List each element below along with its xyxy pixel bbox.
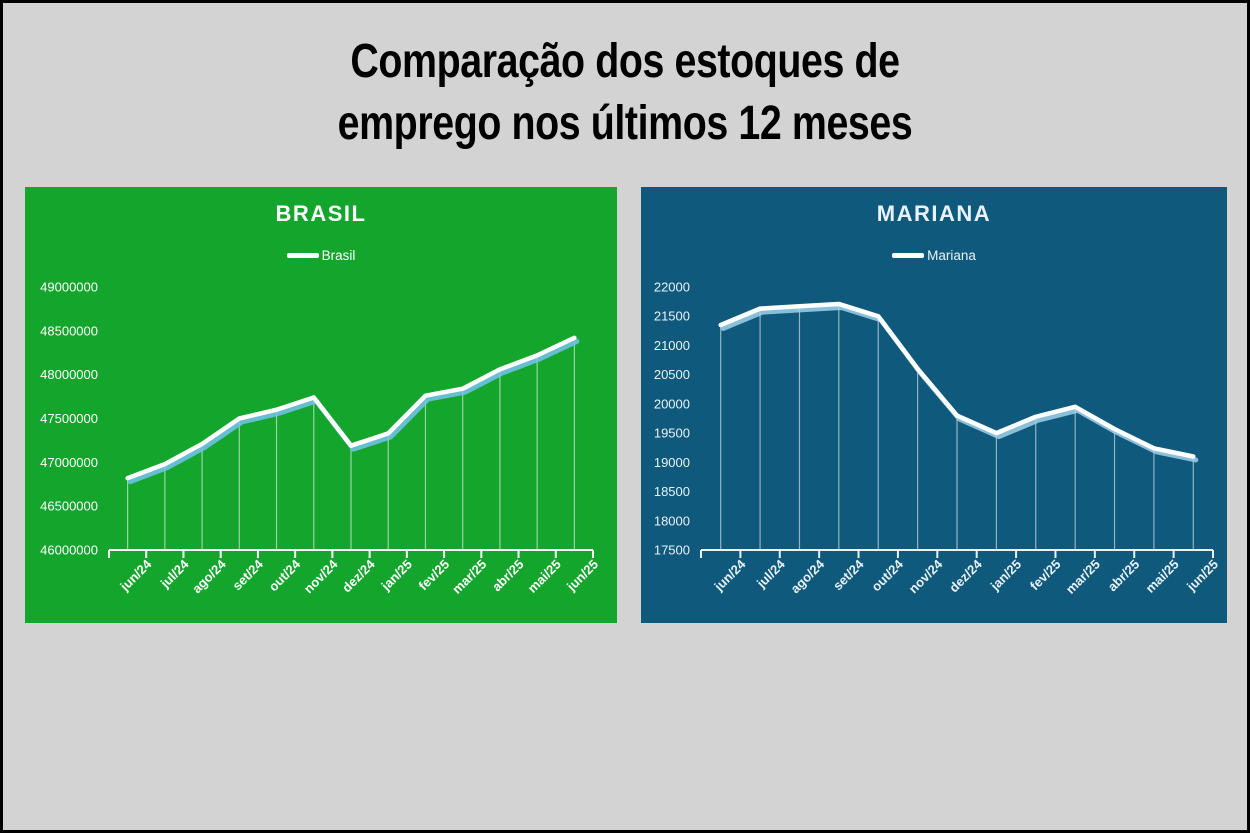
chart-title-brasil: BRASIL (275, 201, 367, 226)
svg-text:48000000: 48000000 (40, 367, 98, 382)
svg-text:19500: 19500 (654, 426, 690, 441)
svg-text:nov/24: nov/24 (906, 556, 946, 596)
svg-text:mar/25: mar/25 (1063, 557, 1103, 597)
svg-text:jun/24: jun/24 (711, 556, 749, 594)
svg-text:46000000: 46000000 (40, 543, 98, 558)
chart-title-mariana: MARIANA (876, 201, 992, 226)
svg-text:46500000: 46500000 (40, 499, 98, 514)
svg-text:21500: 21500 (654, 309, 690, 324)
svg-text:dez/24: dez/24 (339, 556, 378, 595)
svg-text:jul/24: jul/24 (157, 556, 192, 591)
legend-mariana: Mariana (641, 248, 1227, 263)
svg-text:19000: 19000 (654, 455, 690, 470)
svg-text:21000: 21000 (654, 338, 690, 353)
svg-text:abr/25: abr/25 (489, 557, 527, 595)
legend-label-mariana: Mariana (927, 248, 976, 263)
svg-text:set/24: set/24 (830, 556, 867, 593)
svg-text:47500000: 47500000 (40, 411, 98, 426)
svg-text:48500000: 48500000 (40, 323, 98, 338)
svg-text:set/24: set/24 (229, 556, 266, 593)
svg-text:ago/24: ago/24 (788, 556, 828, 596)
svg-text:47000000: 47000000 (40, 455, 98, 470)
svg-text:fev/25: fev/25 (1027, 557, 1064, 594)
svg-text:jun/25: jun/25 (1183, 557, 1221, 595)
svg-text:fev/25: fev/25 (416, 557, 453, 594)
svg-text:18500: 18500 (654, 484, 690, 499)
chart-panel-brasil: BRASIL Brasil 46000000 46500000 47000000 47… (25, 187, 617, 623)
svg-text:20000: 20000 (654, 396, 690, 411)
legend-line-swatch (286, 253, 319, 258)
chart-panel-mariana: MARIANA Mariana 17500 18000 18500 19000 1950… (641, 187, 1227, 623)
main-title-line2: emprego nos últimos 12 meses (337, 97, 913, 150)
svg-text:17500: 17500 (654, 543, 690, 558)
svg-text:jan/25: jan/25 (378, 557, 415, 594)
svg-text:out/24: out/24 (266, 556, 304, 594)
svg-text:jan/25: jan/25 (987, 557, 1024, 594)
svg-text:mai/25: mai/25 (525, 557, 564, 596)
svg-text:20500: 20500 (654, 367, 690, 382)
main-title: Comparação dos estoques de emprego nos ú… (115, 31, 1135, 155)
svg-text:dez/24: dez/24 (946, 556, 985, 595)
svg-text:18000: 18000 (654, 513, 690, 528)
legend-line-swatch (892, 253, 925, 258)
svg-text:jul/24: jul/24 (753, 556, 788, 591)
main-title-line1: Comparação dos estoques de (350, 35, 900, 88)
svg-text:mai/25: mai/25 (1143, 557, 1182, 596)
legend-label-brasil: Brasil (321, 248, 356, 263)
svg-text:out/24: out/24 (868, 556, 906, 594)
svg-text:22000: 22000 (654, 280, 690, 295)
svg-text:nov/24: nov/24 (301, 556, 341, 596)
legend-brasil: Brasil (25, 248, 617, 263)
plot-brasil: 46000000 46500000 47000000 47500000 48000000… (40, 280, 601, 597)
svg-text:mar/25: mar/25 (449, 557, 489, 597)
svg-text:ago/24: ago/24 (189, 556, 229, 596)
plot-mariana: 17500 18000 18500 19000 19500 20000 20500 21000… (654, 280, 1221, 597)
svg-text:jun/24: jun/24 (116, 556, 154, 594)
svg-text:abr/25: abr/25 (1105, 557, 1143, 595)
svg-text:49000000: 49000000 (40, 280, 98, 295)
svg-text:jun/25: jun/25 (563, 557, 601, 595)
